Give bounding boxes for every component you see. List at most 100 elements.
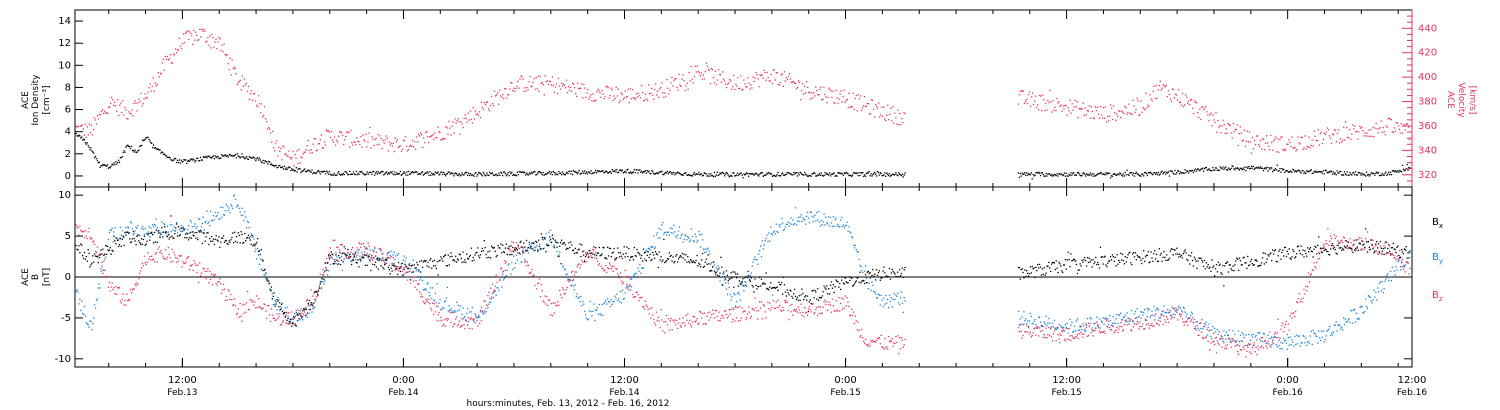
data-point (758, 173, 761, 175)
data-point (1158, 174, 1161, 176)
data-point (1335, 174, 1337, 176)
data-point (778, 224, 780, 226)
data-point (1378, 174, 1381, 177)
data-point (1370, 128, 1372, 131)
data-point (382, 252, 384, 254)
data-point (504, 269, 507, 271)
data-point (1062, 174, 1064, 177)
data-point (1139, 321, 1141, 323)
data-point (175, 51, 178, 54)
data-point (175, 161, 178, 164)
data-point (1355, 312, 1358, 314)
data-point (240, 315, 242, 317)
data-point (418, 270, 420, 273)
data-point (255, 307, 257, 309)
data-point (1344, 318, 1347, 320)
data-point (386, 254, 389, 256)
data-point (90, 320, 92, 322)
data-point (805, 92, 807, 94)
data-point (88, 146, 90, 148)
data-point (294, 322, 297, 325)
data-point (656, 319, 659, 322)
data-point (880, 172, 882, 175)
data-point (1120, 116, 1122, 119)
density-tick-label: 6 (65, 105, 71, 116)
data-point (388, 264, 391, 267)
data-point (866, 102, 869, 105)
data-point (540, 283, 542, 286)
data-point (824, 93, 826, 96)
data-point (847, 173, 849, 175)
data-point (297, 162, 299, 165)
data-point (98, 283, 100, 285)
data-point (339, 174, 342, 176)
data-point (194, 223, 196, 225)
data-point (1159, 173, 1161, 175)
data-point (138, 277, 140, 280)
data-point (446, 127, 448, 129)
data-point (1254, 336, 1256, 338)
data-point (334, 174, 336, 176)
data-point (1073, 106, 1075, 108)
data-point (1220, 337, 1222, 339)
data-point (279, 313, 281, 315)
data-point (1215, 167, 1218, 169)
data-point (388, 251, 391, 253)
data-point (725, 288, 728, 290)
data-point (1362, 311, 1364, 314)
data-point (371, 173, 373, 176)
data-point (397, 269, 400, 272)
data-point (1192, 107, 1194, 110)
data-point (397, 146, 400, 149)
data-point (273, 303, 275, 305)
data-point (80, 229, 82, 232)
data-point (757, 263, 759, 265)
data-point (812, 303, 814, 305)
data-point (387, 251, 390, 254)
data-point (431, 172, 433, 174)
data-point (655, 311, 658, 313)
data-point (698, 171, 700, 174)
data-point (390, 172, 392, 174)
data-point (641, 296, 643, 298)
data-point (527, 252, 530, 254)
data-point (1186, 313, 1188, 315)
data-point (741, 282, 743, 284)
data-point (373, 247, 376, 250)
data-point (1309, 169, 1312, 172)
data-point (239, 79, 241, 81)
data-point (146, 96, 148, 99)
data-point (755, 71, 757, 74)
data-point (876, 107, 879, 109)
data-point (95, 123, 98, 125)
data-point (572, 270, 574, 272)
data-point (611, 169, 613, 171)
data-point (1387, 273, 1389, 275)
data-point (720, 317, 722, 320)
data-point (77, 135, 79, 137)
data-point (1318, 171, 1321, 173)
data-point (364, 140, 366, 142)
data-point (301, 317, 303, 320)
data-point (1112, 118, 1114, 121)
data-point (665, 95, 667, 98)
data-point (1114, 112, 1116, 114)
data-point (482, 171, 484, 174)
data-point (1196, 102, 1198, 104)
data-point (136, 227, 138, 229)
data-point (1260, 148, 1263, 150)
data-point (630, 278, 633, 280)
data-point (1287, 171, 1289, 173)
data-point (804, 85, 806, 87)
data-point (139, 272, 141, 274)
data-point (295, 167, 297, 169)
data-point (745, 173, 747, 175)
data-point (1173, 97, 1176, 99)
data-point (452, 311, 454, 314)
data-point (178, 37, 181, 40)
data-point (1023, 311, 1025, 313)
data-point (723, 317, 725, 319)
data-point (1318, 330, 1320, 332)
data-point (1172, 313, 1174, 316)
